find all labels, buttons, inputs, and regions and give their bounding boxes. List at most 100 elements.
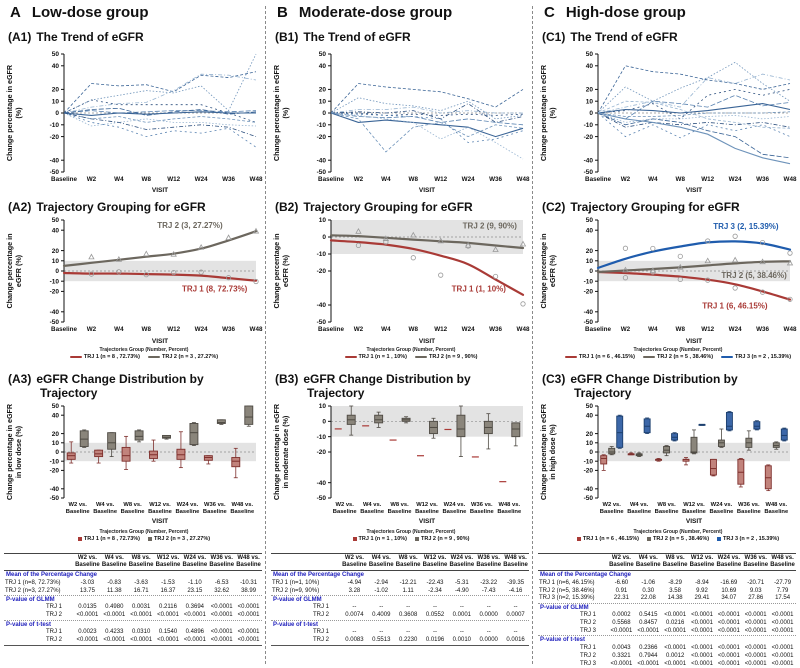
- table-section-title: Mean of the Percentage Change: [540, 572, 632, 579]
- x-tick-label: W24: [195, 176, 208, 183]
- header-bottom: Baseline: [716, 561, 742, 568]
- legend-box-swatch: [717, 537, 722, 541]
- x-tick-label: W2 vs.: [69, 502, 88, 508]
- patient-line: [63, 53, 257, 114]
- y-axis-title: Change percentage in eGFR: [272, 64, 281, 161]
- patient-line: [63, 111, 256, 116]
- legend-item: TRJ 1 (n = 6 , 46.15%): [564, 354, 635, 360]
- y-tick-label: 0: [55, 268, 59, 275]
- trajectory-curve: [62, 230, 258, 267]
- table-cell: -27.79: [774, 579, 792, 586]
- mean-marker-triangle: [225, 234, 232, 241]
- group-name: Low-dose group: [31, 4, 149, 21]
- header-top: W24 vs.: [717, 555, 741, 561]
- mean-marker-circle: [143, 272, 149, 278]
- panel-title-trend: (C1) The Trend of eGFR: [542, 30, 678, 44]
- table-row-label: TRJ 2: [45, 636, 62, 643]
- y-tick-label: -20: [50, 134, 60, 141]
- table-cell: 27.86: [748, 595, 764, 602]
- mean-marker-circle: [732, 285, 738, 291]
- table-col-header: W4 vs. Baseline: [367, 553, 395, 572]
- header-bottom: Baseline: [155, 561, 181, 568]
- table-row-label: TRJ 3 (n=2, 15.39%): [539, 595, 595, 602]
- table-cell: --: [486, 604, 491, 611]
- y-tick-label: 50: [586, 403, 594, 410]
- x-tick-label: W48 vs.: [231, 502, 253, 508]
- x-tick-label: W8 vs.: [657, 502, 676, 508]
- y-tick-label: 20: [319, 87, 327, 94]
- y-tick-label: 0: [55, 110, 59, 117]
- x-tick-label: Baseline: [600, 509, 625, 515]
- legend-item: TRJ 3 (n = 2 , 15.39%): [717, 536, 779, 542]
- table-cell: <0.0001: [237, 636, 260, 643]
- table-cell: 38.99: [241, 587, 257, 594]
- legend-item-label: TRJ 3 (n = 2 , 15.39%): [723, 536, 780, 542]
- table-cell: 0.0016: [506, 636, 525, 643]
- x-tick-label: W2 vs.: [603, 502, 622, 508]
- mean-marker-triangle: [382, 235, 390, 242]
- table-cell: -4.90: [455, 587, 469, 594]
- legend-items: TRJ 1 (n = 8 , 72.73%) TRJ 2 (n = 3 , 27.…: [30, 354, 258, 360]
- table-cell: <0.0001: [744, 620, 767, 627]
- header-top: W2 vs.: [77, 555, 97, 561]
- legend-item: TRJ 2 (n = 9 , 90%): [415, 536, 469, 542]
- table-cell: -3.03: [80, 579, 95, 586]
- table-cell: <0.0001: [771, 644, 794, 651]
- table-cell: <0.0001: [717, 620, 740, 627]
- table-col-header: W4 vs. Baseline: [100, 553, 128, 572]
- table-cell: 0.1540: [158, 629, 178, 636]
- table-section-title: Mean of the Percentage Change: [273, 572, 365, 579]
- legend-item-label: TRJ 2 (n = 5 , 38.46%): [656, 354, 714, 360]
- column-divider: [265, 6, 266, 664]
- legend-item: TRJ 1 (n = 1 , 10%): [344, 354, 407, 360]
- y-tick-label: -40: [584, 157, 594, 164]
- y-axis-title: (%): [548, 107, 557, 119]
- table-cell: 0.4896: [185, 629, 205, 636]
- y-tick-label: 50: [319, 51, 327, 58]
- table-cell: --: [513, 604, 518, 611]
- legend-item: TRJ 2 (n = 3 , 27.27%): [148, 536, 210, 542]
- patient-line: [597, 112, 791, 128]
- x-tick-label: W2: [354, 176, 364, 183]
- y-axis-title: Change percentage in eGFR: [5, 403, 14, 500]
- y-tick-label: 0: [55, 449, 59, 456]
- header-top: W36 vs.: [744, 555, 767, 561]
- table-cell: <0.0001: [717, 652, 740, 659]
- y-tick-label: 10: [586, 98, 594, 105]
- legend-items: TRJ 1 (n = 1 , 10%) TRJ 2 (n = 9 , 90%): [297, 354, 525, 360]
- box: [107, 432, 117, 450]
- table-cell: <0.0001: [717, 628, 740, 635]
- stats-table: W2 vs. Baseline W4 vs. Baseline W8 vs. Baseli…: [271, 553, 529, 647]
- table-corner: [4, 553, 74, 572]
- table-cell: 9.03: [749, 587, 762, 594]
- table-cell: 0.5415: [639, 612, 658, 619]
- y-tick-label: 50: [52, 403, 60, 410]
- mean-marker-circle: [355, 242, 362, 248]
- x-tick-label: W2: [87, 326, 97, 333]
- panel-label: (B1): [275, 30, 299, 44]
- table-col-header: W2 vs. Baseline: [74, 553, 101, 572]
- x-tick-label: Baseline: [497, 509, 522, 515]
- table-row-label: TRJ 2: [312, 612, 329, 619]
- x-tick-label: Baseline: [203, 509, 228, 515]
- y-tick-label: 50: [52, 51, 60, 58]
- panel-title-text: Trajectory Grouping for eGFR: [570, 200, 740, 214]
- patient-line: [330, 112, 524, 153]
- table-row-label: TRJ 2: [45, 612, 62, 619]
- table-cell: <0.0001: [183, 612, 206, 619]
- mean-marker-triangle: [115, 255, 123, 262]
- x-tick-label: W4: [381, 326, 391, 333]
- table-section-title: Mean of the Percentage Change: [6, 572, 98, 579]
- table-cell: 0.0012: [665, 652, 685, 659]
- x-tick-label: W48: [250, 326, 263, 333]
- box: [456, 414, 466, 438]
- table-row-label: TRJ 1: [579, 644, 596, 651]
- patient-line: [63, 112, 257, 127]
- x-tick-label: W12: [701, 326, 714, 333]
- group-column-A: A Low-dose group (A1) The Trend of eGFR 50 40…: [2, 0, 264, 668]
- panel-title-trend: (B1) The Trend of eGFR: [275, 30, 411, 44]
- trend-chart: 50 40 20 10 0 -10 -20 -40 -50 Change percentage i…: [539, 51, 797, 194]
- group-title: B Moderate-dose group: [277, 4, 452, 21]
- panel-title-row: (C3) eGFR Change Distribution by: [542, 372, 738, 386]
- table-cell: 0.5513: [372, 636, 391, 643]
